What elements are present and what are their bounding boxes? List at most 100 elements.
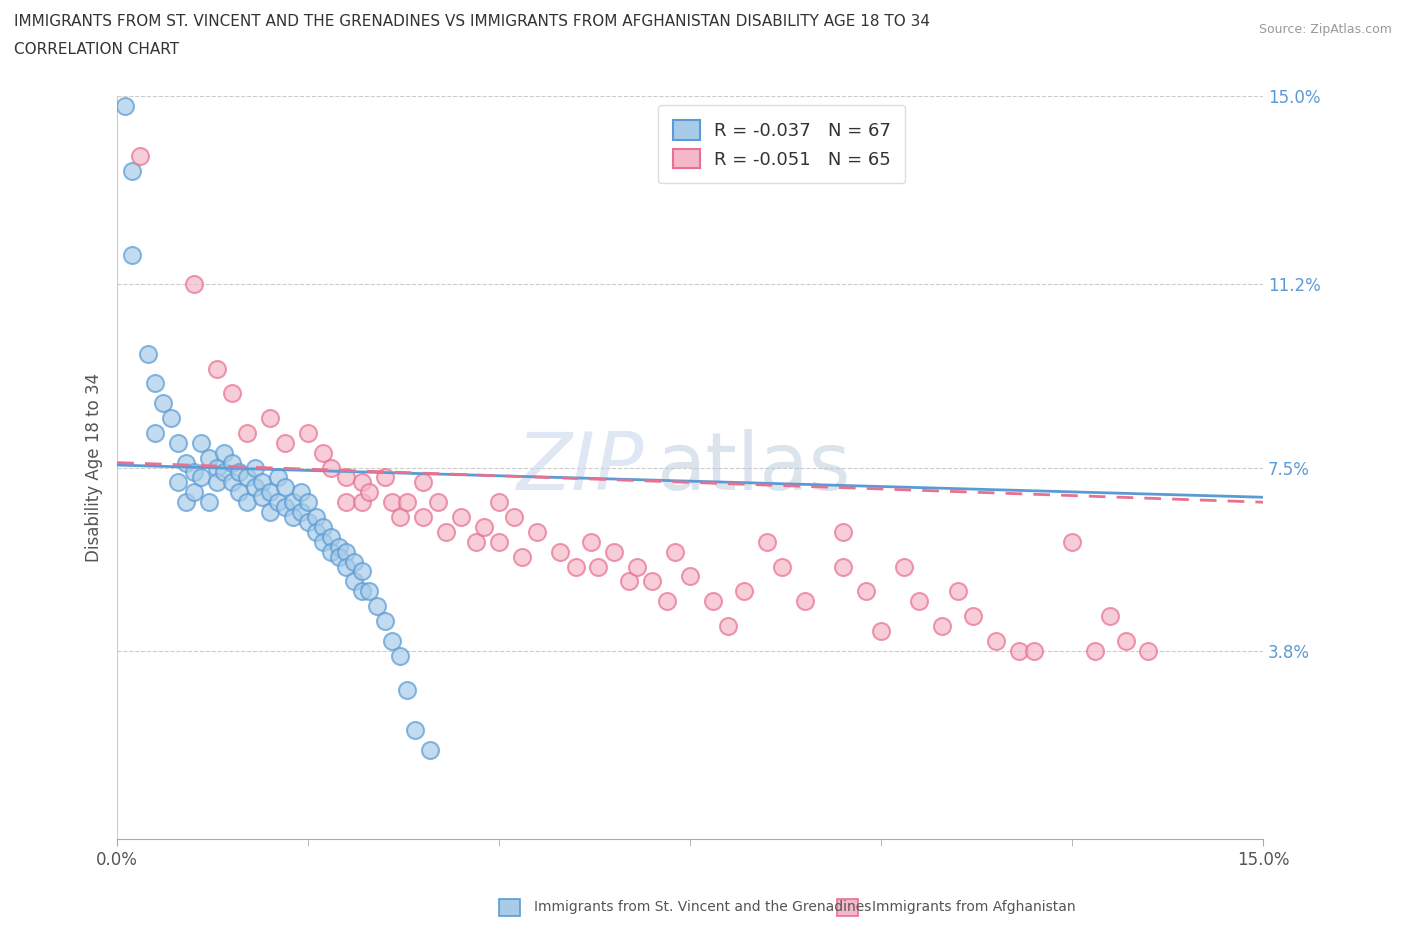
Point (702, 593, 724, 608)
Point (221, 475, 243, 490)
Point (893, 559, 915, 574)
Point (167, 475, 190, 490)
Point (328, 539, 350, 554)
Text: CORRELATION CHART: CORRELATION CHART (14, 42, 179, 57)
Point (679, 569, 702, 584)
Point (335, 559, 357, 574)
Point (381, 633, 404, 648)
Point (121, 163, 143, 178)
Point (152, 396, 174, 411)
Point (755, 535, 778, 550)
Y-axis label: Disability Age 18 to 34: Disability Age 18 to 34 (86, 373, 103, 562)
Point (297, 495, 319, 510)
Point (243, 460, 266, 475)
Point (359, 584, 381, 599)
Point (266, 495, 288, 510)
Point (641, 574, 664, 589)
Point (335, 544, 357, 559)
Text: Immigrants from Afghanistan: Immigrants from Afghanistan (872, 899, 1076, 914)
Point (366, 599, 388, 614)
Text: Source: ZipAtlas.com: Source: ZipAtlas.com (1258, 23, 1392, 36)
Point (312, 445, 335, 460)
Text: IMMIGRANTS FROM ST. VINCENT AND THE GRENADINES VS IMMIGRANTS FROM AFGHANISTAN DI: IMMIGRANTS FROM ST. VINCENT AND THE GREN… (14, 14, 929, 29)
Point (281, 495, 304, 510)
Point (626, 559, 648, 574)
Point (962, 608, 984, 623)
Point (870, 623, 893, 638)
Point (984, 633, 1007, 648)
Point (121, 247, 143, 262)
Point (374, 470, 396, 485)
Point (503, 510, 526, 525)
Point (198, 495, 221, 510)
Point (412, 475, 434, 490)
Point (603, 544, 626, 559)
Point (205, 460, 228, 475)
Legend: R = -0.037   N = 67, R = -0.051   N = 65: R = -0.037 N = 67, R = -0.051 N = 65 (658, 105, 905, 183)
Point (548, 544, 571, 559)
Point (305, 525, 328, 539)
Point (259, 411, 281, 426)
Text: ZIP: ZIP (517, 429, 644, 507)
Point (374, 614, 396, 629)
Point (183, 485, 205, 499)
Point (335, 495, 357, 510)
Point (350, 564, 373, 578)
Point (290, 485, 312, 499)
Point (252, 475, 274, 490)
Point (129, 149, 152, 164)
Point (221, 455, 243, 470)
Point (228, 465, 250, 480)
Point (297, 514, 319, 529)
Point (236, 425, 259, 440)
Point (190, 470, 212, 485)
Point (579, 535, 602, 550)
Point (419, 742, 441, 757)
Point (1062, 535, 1084, 550)
Point (145, 376, 167, 391)
Point (946, 584, 969, 599)
Point (259, 505, 281, 520)
Point (236, 495, 259, 510)
Point (297, 425, 319, 440)
Point (855, 584, 877, 599)
Point (274, 435, 297, 450)
Point (312, 535, 335, 550)
Text: atlas: atlas (655, 429, 851, 507)
Text: Immigrants from St. Vincent and the Grenadines: Immigrants from St. Vincent and the Gren… (534, 899, 872, 914)
Point (488, 535, 510, 550)
Point (266, 470, 288, 485)
Point (335, 470, 357, 485)
Point (343, 574, 366, 589)
Point (588, 559, 610, 574)
Point (319, 460, 342, 475)
Point (412, 510, 434, 525)
Point (1137, 644, 1160, 658)
Point (657, 593, 679, 608)
Point (243, 480, 266, 495)
Point (312, 520, 335, 535)
Point (359, 485, 381, 499)
Point (717, 618, 740, 633)
Point (183, 277, 205, 292)
Point (212, 465, 235, 480)
Point (205, 361, 228, 376)
Point (908, 593, 931, 608)
Point (1022, 644, 1045, 658)
Point (274, 499, 297, 514)
Point (350, 495, 373, 510)
Point (174, 495, 197, 510)
Point (388, 648, 411, 663)
Point (114, 99, 136, 113)
Point (388, 510, 411, 525)
Point (1007, 644, 1029, 658)
Point (145, 425, 167, 440)
Point (396, 495, 419, 510)
Point (183, 465, 205, 480)
Point (319, 544, 342, 559)
Point (450, 510, 472, 525)
Point (472, 520, 495, 535)
Point (1084, 644, 1107, 658)
Point (350, 584, 373, 599)
Point (793, 593, 815, 608)
